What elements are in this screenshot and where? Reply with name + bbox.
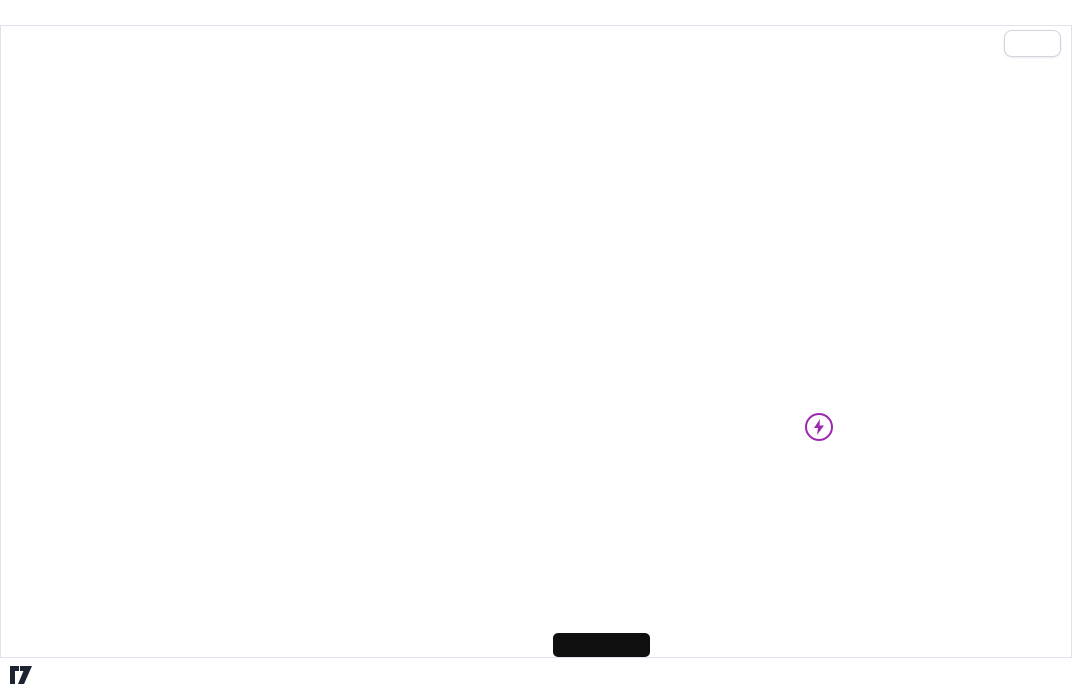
footer-brand[interactable] (10, 666, 39, 686)
tradingview-logo-icon (10, 666, 32, 684)
price-chart-canvas[interactable] (0, 25, 1073, 658)
crosshair-date-tooltip (553, 633, 650, 657)
chart-frame (0, 25, 1072, 658)
lightning-bolt-glyph (814, 419, 824, 435)
price-axis[interactable] (941, 25, 1073, 632)
currency-toggle-button[interactable] (1004, 30, 1061, 57)
lightning-alert-icon[interactable] (805, 413, 833, 441)
